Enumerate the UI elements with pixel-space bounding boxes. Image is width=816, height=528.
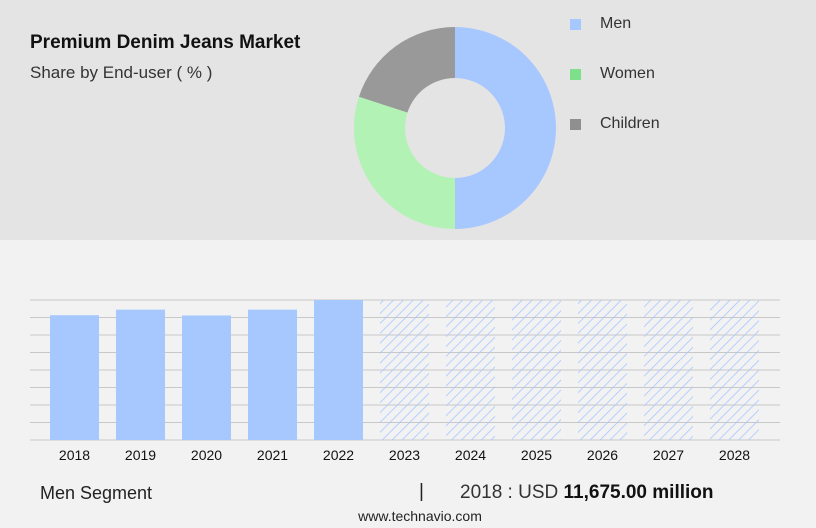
legend-swatch-children	[570, 119, 581, 130]
bar-2021	[248, 309, 297, 440]
donut-slice-women	[353, 96, 455, 230]
legend-label-men: Men	[600, 15, 632, 32]
footer-segment-label: Men Segment	[40, 483, 153, 503]
x-tick-label-2027: 2027	[653, 447, 684, 463]
x-tick-label-2020: 2020	[191, 447, 222, 463]
bar-2020	[182, 315, 231, 440]
bar-2022	[314, 300, 363, 440]
x-tick-label-2022: 2022	[323, 447, 354, 463]
bar-2019	[116, 309, 165, 440]
x-tick-label-2019: 2019	[125, 447, 156, 463]
footer-year-label: 2018 : USD	[460, 482, 559, 503]
bar-2018	[50, 315, 99, 440]
legend-swatch-women	[570, 69, 581, 80]
x-tick-label-2025: 2025	[521, 447, 552, 463]
legend-label-women: Women	[600, 65, 655, 82]
legend-label-children: Children	[600, 115, 660, 132]
forecast-bar-2024	[446, 300, 495, 440]
donut-slice-men	[455, 27, 556, 229]
footer-amount: 11,675.00 million	[563, 482, 714, 503]
donut-slice-children	[358, 27, 455, 113]
forecast-bar-2026	[578, 300, 627, 440]
x-tick-label-2028: 2028	[719, 447, 750, 463]
x-tick-label-2026: 2026	[587, 447, 618, 463]
chart-title: Premium Denim Jeans Market	[30, 32, 301, 53]
x-tick-label-2024: 2024	[455, 447, 486, 463]
source-url: www.technavio.com	[358, 508, 482, 524]
forecast-bar-2023	[380, 300, 429, 440]
legend-swatch-men	[570, 19, 581, 30]
x-tick-label-2018: 2018	[59, 447, 90, 463]
x-tick-label-2023: 2023	[389, 447, 420, 463]
footer-divider: |	[419, 481, 424, 502]
footer-value: 2018 : USD 11,675.00 million	[460, 482, 714, 504]
donut-chart	[353, 27, 556, 230]
forecast-bar-2025	[512, 300, 561, 440]
forecast-bar-2028	[710, 300, 759, 440]
x-tick-label-2021: 2021	[257, 447, 288, 463]
forecast-bar-2027	[644, 300, 693, 440]
chart-subtitle: Share by End-user ( % )	[30, 63, 213, 82]
